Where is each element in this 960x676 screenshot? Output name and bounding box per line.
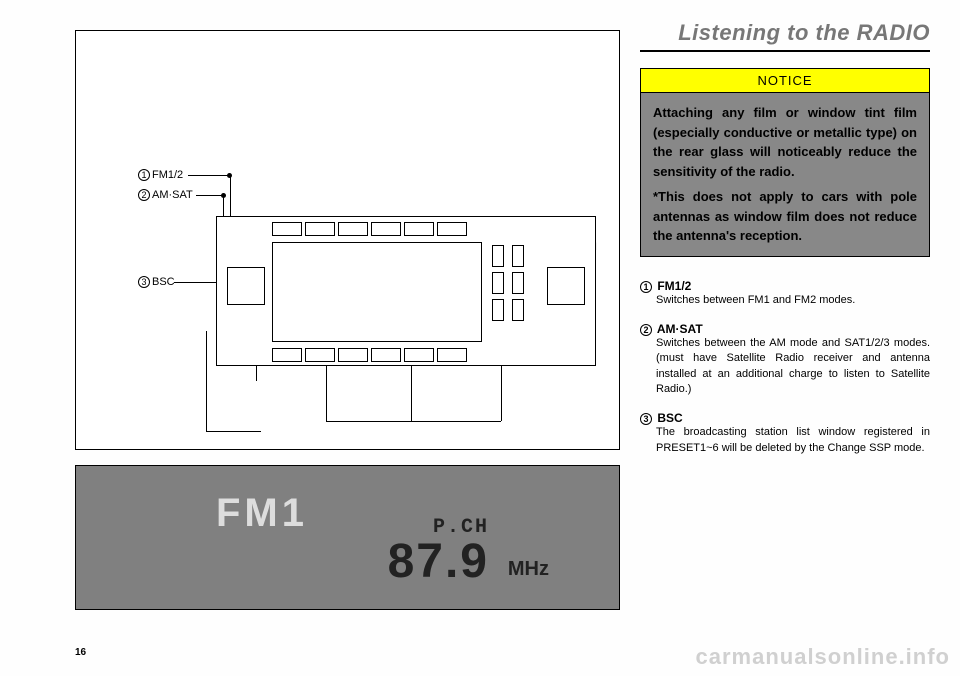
leader-line — [196, 195, 222, 196]
preset-button[interactable] — [371, 348, 401, 362]
left-column: 1FM1/2 2AM·SAT 3BSC 8SCAN — [75, 30, 620, 610]
callout-num-1: 1 — [138, 169, 150, 181]
side-button[interactable] — [512, 272, 524, 294]
watermark: carmanualsonline.info — [696, 644, 951, 670]
page: 1FM1/2 2AM·SAT 3BSC 8SCAN — [0, 0, 960, 676]
preset-button[interactable] — [305, 348, 335, 362]
radio-button[interactable] — [437, 222, 467, 236]
callout-num-2: 2 — [138, 189, 150, 201]
leader-line — [326, 366, 327, 421]
callout-label-amsat: AM·SAT — [152, 189, 193, 201]
side-button[interactable] — [512, 245, 524, 267]
side-button[interactable] — [492, 272, 504, 294]
item-title-1: FM1/2 — [657, 279, 691, 293]
item-num-3: 3 — [640, 413, 652, 425]
notice-text-2: *This does not apply to cars with pole a… — [653, 187, 917, 246]
item-bsc: 3 BSC The broadcasting station list wind… — [640, 411, 930, 456]
item-fm: 1 FM1/2 Switches between FM1 and FM2 mod… — [640, 279, 930, 308]
preset-button[interactable] — [437, 348, 467, 362]
frequency-value: 87.9 — [388, 534, 489, 589]
top-button-row — [272, 222, 467, 236]
radio-diagram: 1FM1/2 2AM·SAT 3BSC 8SCAN — [75, 30, 620, 450]
item-body-2: Switches between the AM mode and SAT1/2/… — [640, 336, 930, 398]
leader-line — [206, 431, 261, 432]
side-button[interactable] — [492, 245, 504, 267]
item-num-1: 1 — [640, 281, 652, 293]
preset-button[interactable] — [272, 348, 302, 362]
notice-body: Attaching any film or window tint film (… — [641, 93, 929, 256]
item-amsat: 2 AM·SAT Switches between the AM mode an… — [640, 322, 930, 398]
radio-button[interactable] — [404, 222, 434, 236]
item-head: 1 FM1/2 — [640, 279, 930, 293]
frequency-unit: MHz — [508, 558, 549, 581]
radio-screen — [272, 242, 482, 342]
callout-amsat: 2AM·SAT — [138, 189, 193, 201]
right-column: Listening to the RADIO NOTICE Attaching … — [640, 20, 930, 470]
callout-num-3: 3 — [138, 276, 150, 288]
tune-knob[interactable] — [547, 267, 585, 305]
page-number: 16 — [75, 647, 86, 658]
preset-button[interactable] — [404, 348, 434, 362]
item-body-1: Switches between FM1 and FM2 modes. — [640, 293, 930, 308]
preset-button[interactable] — [338, 348, 368, 362]
callout-bsc: 3BSC — [138, 276, 175, 288]
item-title-2: AM·SAT — [657, 322, 703, 336]
notice-header: NOTICE — [641, 69, 929, 93]
radio-display: FM1 P.CH 87.9 MHz — [75, 465, 620, 610]
radio-button[interactable] — [338, 222, 368, 236]
item-body-3: The broadcasting station list window reg… — [640, 425, 930, 456]
radio-button[interactable] — [305, 222, 335, 236]
radio-button[interactable] — [371, 222, 401, 236]
leader-line — [206, 331, 207, 431]
item-head: 2 AM·SAT — [640, 322, 930, 336]
leader-line — [326, 421, 501, 422]
leader-line — [501, 366, 502, 421]
notice-box: NOTICE Attaching any film or window tint… — [640, 68, 930, 257]
item-head: 3 BSC — [640, 411, 930, 425]
side-button[interactable] — [512, 299, 524, 321]
item-num-2: 2 — [640, 324, 652, 336]
callout-label-bsc: BSC — [152, 276, 175, 288]
side-button[interactable] — [492, 299, 504, 321]
volume-knob[interactable] — [227, 267, 265, 305]
bottom-button-row — [272, 348, 467, 362]
notice-text-1: Attaching any film or window tint film (… — [653, 103, 917, 181]
section-title: Listening to the RADIO — [640, 20, 930, 52]
item-title-3: BSC — [657, 411, 682, 425]
band-indicator: FM1 — [216, 491, 308, 536]
leader-line — [188, 175, 228, 176]
callout-fm: 1FM1/2 — [138, 169, 183, 181]
callout-label-fm: FM1/2 — [152, 169, 183, 181]
leader-line — [411, 366, 412, 421]
radio-button[interactable] — [272, 222, 302, 236]
radio-unit — [216, 216, 596, 366]
